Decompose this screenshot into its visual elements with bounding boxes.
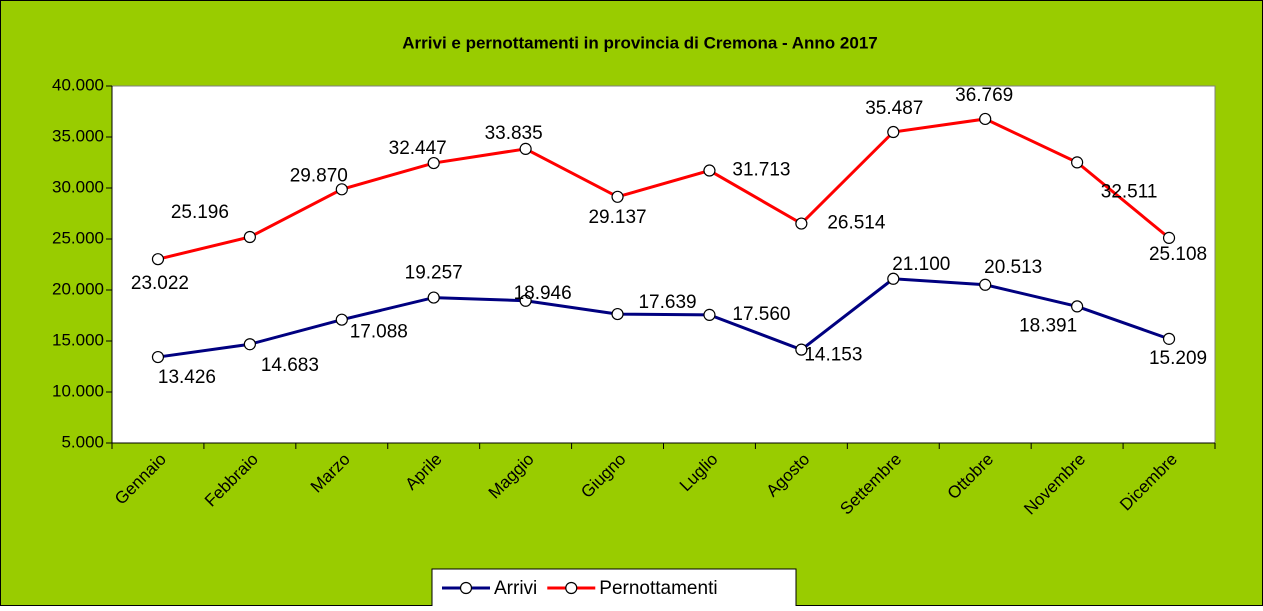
data-label: 17.639 [638,292,696,313]
data-label: 17.088 [350,322,408,343]
plot-area [111,85,1216,444]
series-line [157,277,1170,359]
data-label: 21.100 [892,254,950,275]
data-label: 18.946 [514,283,572,304]
data-label: 29.870 [290,165,348,186]
legend-label: Arrivi [494,578,537,599]
data-point [1162,231,1176,244]
data-point [1071,300,1084,313]
legend-label: Pernottamenti [599,578,717,599]
data-label: 35.487 [865,98,923,119]
data-point [979,112,992,126]
y-tick-label: 25.000 [52,228,104,247]
y-tick-label: 10.000 [52,381,104,400]
data-label: 29.137 [588,207,646,228]
y-tick-label: 5.000 [61,432,104,451]
data-label: 33.835 [485,123,543,144]
data-point [335,313,348,326]
data-label: 18.391 [1019,315,1077,336]
legend-marker [565,581,578,595]
data-point [335,183,348,196]
legend-marker [459,581,473,595]
data-label: 13.426 [158,367,216,388]
data-point [151,350,165,364]
data-label: 19.257 [405,263,463,284]
data-point [795,217,808,230]
data-label: 17.560 [732,304,790,325]
data-label: 25.108 [1149,244,1207,265]
y-tick-label: 35.000 [52,126,104,145]
data-label: 25.196 [171,202,229,223]
data-point [703,308,716,321]
data-label: 36.769 [955,85,1013,106]
data-point [243,230,256,244]
y-tick-label: 15.000 [52,330,104,349]
data-label: 32.447 [389,138,447,159]
data-point [519,294,532,307]
y-tick-label: 20.000 [52,279,104,298]
data-point [243,338,256,351]
data-label: 14.683 [261,355,319,376]
data-point [611,190,624,203]
series-line [157,117,1170,261]
data-point [427,156,440,170]
data-point [887,125,900,139]
chart-title: Arrivi e pernottamenti in provincia di C… [402,33,877,52]
data-point [1162,332,1176,345]
data-label: 20.513 [984,257,1042,278]
legend-box [431,568,797,610]
data-point [887,272,900,285]
data-label: 23.022 [131,273,189,294]
data-point [151,253,165,266]
data-point [427,291,440,304]
data-point [795,343,808,356]
data-label: 32.511 [1101,181,1158,202]
data-point [979,278,992,291]
data-point [519,142,532,155]
legend: Arrivi Pernottamenti [431,568,797,610]
data-label: 15.209 [1149,348,1207,369]
data-point [703,164,716,177]
data-point [1071,156,1084,169]
y-tick-label: 30.000 [52,177,104,196]
y-tick-label: 40.000 [52,75,104,94]
data-label: 26.514 [827,213,886,234]
data-label: 31.713 [732,160,790,181]
data-label: 14.153 [804,345,862,366]
data-point [611,307,624,321]
